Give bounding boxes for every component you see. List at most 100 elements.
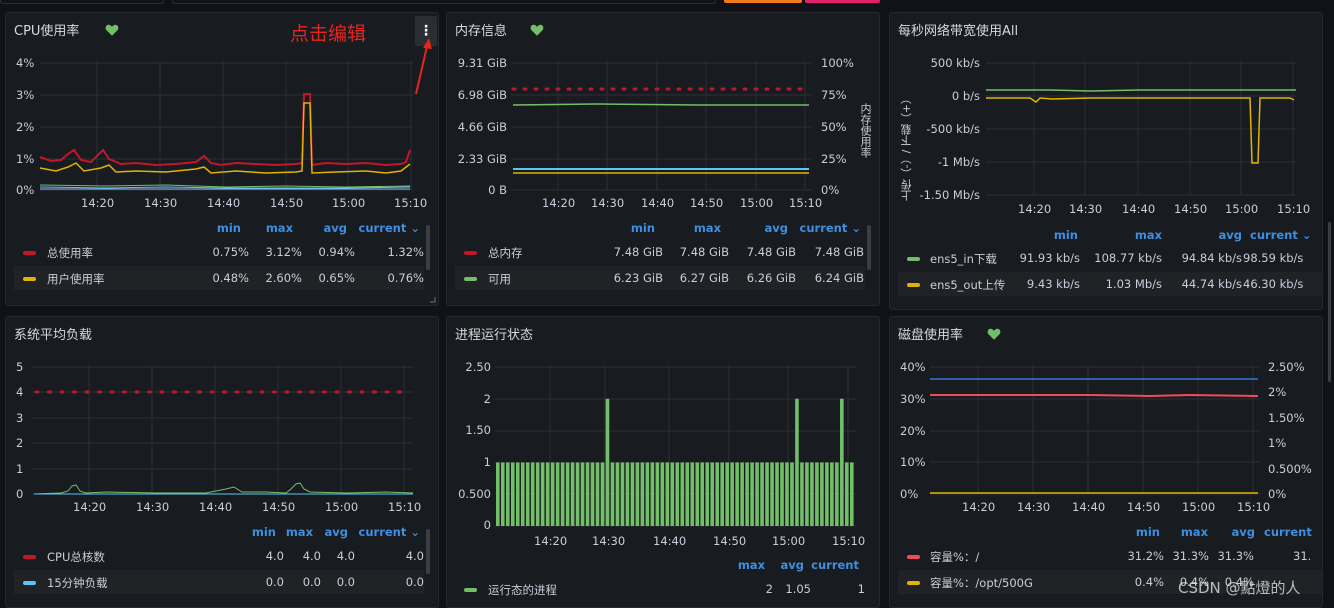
bar xyxy=(625,462,630,526)
legend-name: CPU总核数 xyxy=(47,550,105,564)
legend-row[interactable]: 容量%：/ 31.2% 31.3% 31.3% 31. xyxy=(898,544,1322,568)
series-iowait xyxy=(39,184,411,188)
legend-max: 2.60% xyxy=(265,271,302,285)
panel-menu-button[interactable]: ⋮ xyxy=(415,16,437,46)
y-tick: 2% xyxy=(16,120,35,134)
legend-min: 31.2% xyxy=(1127,549,1164,563)
legend-row[interactable]: 用户使用率 0.48% 2.60% 0.65% 0.76% xyxy=(14,266,424,290)
legend-max: 3.12% xyxy=(265,245,302,259)
x-tick: 14:20 xyxy=(1018,202,1052,216)
bar xyxy=(525,462,530,526)
network-graph xyxy=(986,61,1296,196)
panel-title[interactable]: CPU使用率 xyxy=(14,24,80,39)
bar xyxy=(830,462,834,526)
bar xyxy=(775,462,779,526)
panel-title[interactable]: 系统平均负载 xyxy=(14,328,93,343)
bar xyxy=(685,462,690,526)
series-root-capacity xyxy=(930,393,1259,398)
toolbar-field-left[interactable] xyxy=(0,0,164,4)
bar xyxy=(690,462,695,526)
legend-row[interactable]: 总内存 7.48 GiB 7.48 GiB 7.48 GiB 7.48 GiB xyxy=(455,240,865,264)
toolbar-field-middle[interactable] xyxy=(172,0,716,4)
legend-header-current[interactable]: current xyxy=(1264,525,1312,539)
toolbar-red-button[interactable] xyxy=(805,0,880,3)
legend-header-min[interactable]: min xyxy=(216,221,241,235)
legend-scrollbar[interactable] xyxy=(426,225,430,270)
x-tick: 14:50 xyxy=(690,196,724,210)
bar xyxy=(815,462,819,526)
legend-header-max[interactable]: max xyxy=(693,221,721,235)
bar xyxy=(740,462,744,526)
y2-tick: 1.50% xyxy=(1268,411,1305,425)
y2-tick: 1% xyxy=(1268,436,1287,450)
legend-header-max[interactable]: max xyxy=(737,558,765,572)
legend-header-max[interactable]: max xyxy=(1134,228,1162,242)
bar xyxy=(575,462,580,526)
x-tick: 14:30 xyxy=(1069,202,1103,216)
legend-row[interactable]: 运行态的进程 2 1.05 1 xyxy=(455,577,865,601)
more-vertical-icon: ⋮ xyxy=(419,23,433,39)
legend-name: 总内存 xyxy=(488,246,523,260)
legend-max: 0.4% xyxy=(1179,575,1209,589)
panel-load: 系统平均负载 5 4 3 2 1 0 14:20 14:30 14:40 14:… xyxy=(5,316,439,608)
bar xyxy=(565,462,570,526)
legend-header-min[interactable]: min xyxy=(630,221,655,235)
legend-header-min[interactable]: min xyxy=(1053,228,1078,242)
legend-row[interactable]: 可用 6.23 GiB 6.27 GiB 6.26 GiB 6.24 GiB xyxy=(455,266,865,290)
legend-swatch xyxy=(464,251,477,255)
legend-scrollbar[interactable] xyxy=(426,529,430,574)
disk-graph xyxy=(930,365,1260,495)
y2-tick: 0% xyxy=(821,183,840,197)
legend-header-min[interactable]: min xyxy=(1135,525,1160,539)
legend-avg: 0.4% xyxy=(1224,575,1254,589)
legend-row[interactable]: ens5_in下载 91.93 kb/s 108.77 kb/s 94.84 k… xyxy=(898,246,1322,270)
legend-header-current[interactable]: current ⌄ xyxy=(1250,228,1312,242)
bar xyxy=(550,462,555,526)
x-tick: 14:40 xyxy=(653,534,687,548)
legend-header-max[interactable]: max xyxy=(265,221,293,235)
panel-memory: 内存信息 9.31 GiB 6.98 GiB 4.66 GiB 2.33 GiB… xyxy=(446,12,880,306)
legend-swatch xyxy=(23,251,36,255)
resize-handle-icon[interactable] xyxy=(430,297,436,303)
bar xyxy=(765,462,769,526)
legend-min: 4.0 xyxy=(265,549,284,563)
legend-scrollbar[interactable] xyxy=(867,225,871,270)
toolbar-orange-button[interactable] xyxy=(724,0,802,3)
bar xyxy=(520,462,525,526)
legend-header-avg[interactable]: avg xyxy=(324,525,349,539)
legend-row[interactable]: 15分钟负载 0.0 0.0 0.0 0.0 xyxy=(14,570,424,594)
legend-header-max[interactable]: max xyxy=(1180,525,1208,539)
legend-header-avg[interactable]: avg xyxy=(323,221,348,235)
page-scrollbar[interactable] xyxy=(1328,222,1331,382)
legend-row[interactable]: CPU总核数 4.0 4.0 4.0 4.0 xyxy=(14,544,424,568)
bar xyxy=(715,462,719,526)
legend-row[interactable]: 总使用率 0.75% 3.12% 0.94% 1.32% xyxy=(14,240,424,264)
legend-header-avg[interactable]: avg xyxy=(1231,525,1256,539)
y-tick: 0 b/s xyxy=(951,89,980,103)
y-tick: 0.500 xyxy=(458,487,491,501)
y-tick: 20% xyxy=(900,424,926,438)
panel-title[interactable]: 磁盘使用率 xyxy=(898,328,964,343)
legend-header-current[interactable]: current ⌄ xyxy=(358,221,420,235)
legend-header-current[interactable]: current ⌄ xyxy=(799,221,861,235)
series-user-usage xyxy=(39,102,411,174)
legend-header-avg[interactable]: avg xyxy=(764,221,789,235)
legend-row[interactable]: ens5_out上传 9.43 kb/s 1.03 Mb/s 44.74 kb/… xyxy=(898,272,1322,296)
panel-title[interactable]: 内存信息 xyxy=(455,24,508,39)
bar xyxy=(496,462,500,526)
legend-min: 0.75% xyxy=(212,245,249,259)
panel-title[interactable]: 进程运行状态 xyxy=(455,328,534,343)
panel-title[interactable]: 每秒网络带宽使用All xyxy=(898,24,1019,39)
legend-header-max[interactable]: max xyxy=(285,525,313,539)
legend-header-current[interactable]: current xyxy=(811,558,859,572)
bar xyxy=(660,462,665,526)
x-tick: 15:00 xyxy=(1225,202,1259,216)
bar xyxy=(615,462,620,526)
legend-header-avg[interactable]: avg xyxy=(780,558,805,572)
legend-header-current[interactable]: current ⌄ xyxy=(358,525,420,539)
y-tick: 1.50 xyxy=(465,423,491,437)
legend-row[interactable]: 容量%：/opt/500G 0.4% 0.4% 0.4% xyxy=(898,570,1322,594)
legend-max: 0.0 xyxy=(302,575,321,589)
legend-header-avg[interactable]: avg xyxy=(1218,228,1243,242)
legend-header-min[interactable]: min xyxy=(251,525,276,539)
